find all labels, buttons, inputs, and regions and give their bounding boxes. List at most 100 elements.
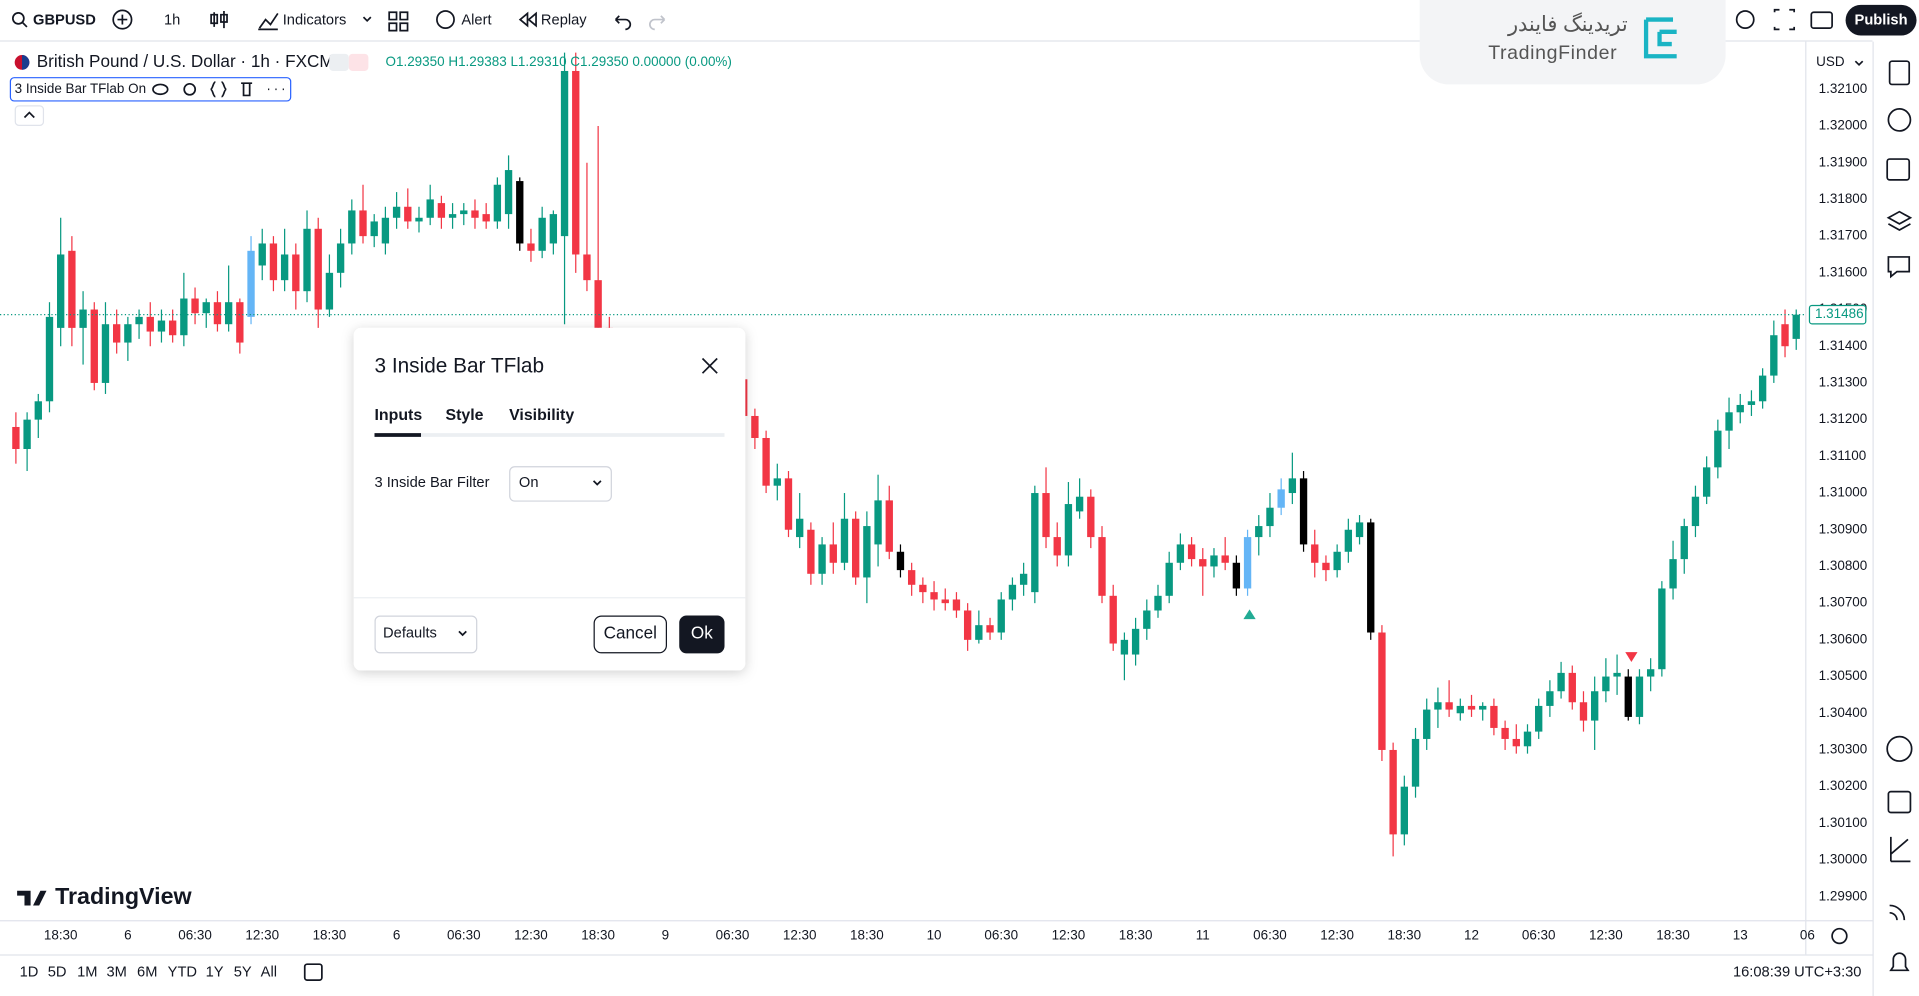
indicator-chip[interactable] bbox=[9, 77, 292, 102]
candle-body bbox=[1725, 412, 1733, 431]
layers[interactable] bbox=[1886, 210, 1913, 232]
calendar[interactable] bbox=[1887, 790, 1912, 814]
candle-body bbox=[460, 210, 468, 215]
candle-body bbox=[79, 309, 87, 328]
tab[interactable]: Visibility bbox=[509, 407, 574, 424]
range-button[interactable]: 3M bbox=[106, 965, 126, 981]
collapse[interactable] bbox=[14, 105, 45, 127]
replay-button[interactable]: Replay bbox=[541, 13, 587, 29]
target[interactable] bbox=[1886, 735, 1913, 762]
defaults-label[interactable]: Defaults bbox=[383, 626, 437, 642]
range-button[interactable]: 1M bbox=[77, 965, 97, 981]
candle-body bbox=[247, 250, 255, 317]
candle-body bbox=[852, 518, 860, 578]
indicator-name[interactable]: 3 Inside Bar TFlab On bbox=[15, 81, 146, 96]
candle-body bbox=[113, 324, 121, 343]
plot-area bbox=[0, 52, 1806, 857]
candle-body bbox=[1120, 639, 1129, 655]
candle-body bbox=[1355, 522, 1364, 538]
y-tick-label: 1.32000 bbox=[1819, 118, 1868, 133]
candle-body bbox=[1456, 705, 1464, 714]
candle-body bbox=[1501, 727, 1509, 739]
alerts[interactable] bbox=[1887, 108, 1912, 132]
layouts[interactable] bbox=[388, 11, 409, 32]
candle-body bbox=[504, 170, 513, 215]
range-button[interactable]: All bbox=[261, 965, 277, 981]
axis-settings[interactable] bbox=[1831, 927, 1848, 945]
close-button[interactable] bbox=[701, 357, 718, 374]
ideas[interactable] bbox=[1889, 836, 1911, 863]
input-value[interactable]: On bbox=[519, 475, 539, 491]
candle-body bbox=[303, 228, 311, 292]
defaults-select[interactable] bbox=[374, 615, 478, 654]
x-tick-label: 6 bbox=[393, 928, 400, 943]
settings[interactable] bbox=[1735, 10, 1755, 29]
settings[interactable] bbox=[183, 82, 197, 96]
chart-type[interactable] bbox=[210, 11, 228, 29]
flag bbox=[22, 55, 30, 70]
x-tick-label: 06:30 bbox=[178, 928, 212, 943]
interval[interactable]: 1h bbox=[164, 13, 180, 29]
candle-body bbox=[516, 181, 524, 244]
range-button[interactable]: 1D bbox=[20, 965, 39, 981]
y-tick-label: 1.31000 bbox=[1819, 485, 1868, 500]
symbol[interactable]: GBPUSD bbox=[33, 13, 96, 29]
visibility[interactable] bbox=[152, 83, 169, 96]
range-button[interactable]: 5D bbox=[48, 965, 67, 981]
search-icon[interactable] bbox=[11, 11, 25, 25]
tab[interactable]: Inputs bbox=[374, 407, 422, 424]
currency[interactable]: USD bbox=[1816, 54, 1845, 69]
candle-body bbox=[594, 280, 602, 328]
axes: USD 1.32100 1.32000 1.31900 1.31800 1.31700 1… bbox=[0, 41, 1873, 955]
candle-body bbox=[1042, 493, 1050, 538]
tab[interactable]: Style bbox=[445, 407, 483, 424]
redo[interactable] bbox=[649, 15, 666, 31]
range-button[interactable]: 5Y bbox=[234, 965, 252, 981]
toolbar: GBPUSD 1h Indicators Alert Replay تریدین… bbox=[0, 0, 1917, 85]
snapshot[interactable] bbox=[1810, 11, 1833, 29]
indicators-button[interactable]: Indicators bbox=[283, 13, 347, 29]
x-tick-label: 12 bbox=[1464, 928, 1479, 943]
instrument: British Pound / U.S. Dollar · 1h · FXCM bbox=[37, 51, 334, 71]
chat[interactable] bbox=[1887, 256, 1911, 279]
x-tick-label: 06:30 bbox=[447, 928, 481, 943]
dropdown[interactable] bbox=[458, 630, 467, 637]
fullscreen[interactable] bbox=[1773, 8, 1796, 31]
candle-body bbox=[1131, 628, 1140, 655]
range-button[interactable]: 1Y bbox=[206, 965, 224, 981]
alert-button[interactable]: Alert bbox=[461, 13, 491, 29]
ok-label[interactable]: Ok bbox=[691, 622, 713, 642]
streams[interactable] bbox=[1889, 904, 1906, 921]
candle-body bbox=[975, 625, 983, 640]
watermark: TradingView bbox=[55, 883, 192, 909]
go-to-date[interactable] bbox=[303, 963, 323, 981]
delete[interactable] bbox=[241, 82, 253, 97]
watchlist[interactable] bbox=[1888, 60, 1911, 86]
dropdown[interactable] bbox=[592, 480, 602, 486]
ok-button[interactable] bbox=[679, 615, 725, 654]
dropdown[interactable] bbox=[362, 16, 372, 23]
input-label: 3 Inside Bar Filter bbox=[374, 475, 489, 491]
y-tick-label: 1.31100 bbox=[1819, 448, 1867, 463]
candle-body bbox=[1635, 676, 1644, 717]
publish-button[interactable] bbox=[1845, 4, 1917, 36]
candle-body bbox=[493, 184, 502, 222]
range-button[interactable]: 6M bbox=[137, 965, 157, 981]
input-select[interactable] bbox=[509, 466, 612, 502]
dialog-title: 3 Inside Bar TFlab bbox=[374, 355, 544, 378]
cancel-label[interactable]: Cancel bbox=[604, 622, 657, 642]
candle-body bbox=[1154, 595, 1162, 611]
publish-label[interactable]: Publish bbox=[1855, 13, 1908, 29]
source[interactable] bbox=[210, 81, 227, 98]
dropdown[interactable] bbox=[1854, 60, 1864, 67]
cancel-button[interactable] bbox=[593, 615, 667, 654]
range-button[interactable]: YTD bbox=[168, 965, 197, 981]
add-symbol[interactable] bbox=[112, 9, 133, 30]
candle-body bbox=[1658, 588, 1666, 670]
undo[interactable] bbox=[614, 15, 632, 31]
candle-body bbox=[68, 250, 76, 328]
candle-body bbox=[1467, 705, 1476, 710]
notifications[interactable] bbox=[1889, 952, 1910, 972]
hotlist[interactable] bbox=[1886, 158, 1911, 181]
candle-body bbox=[1243, 537, 1252, 589]
